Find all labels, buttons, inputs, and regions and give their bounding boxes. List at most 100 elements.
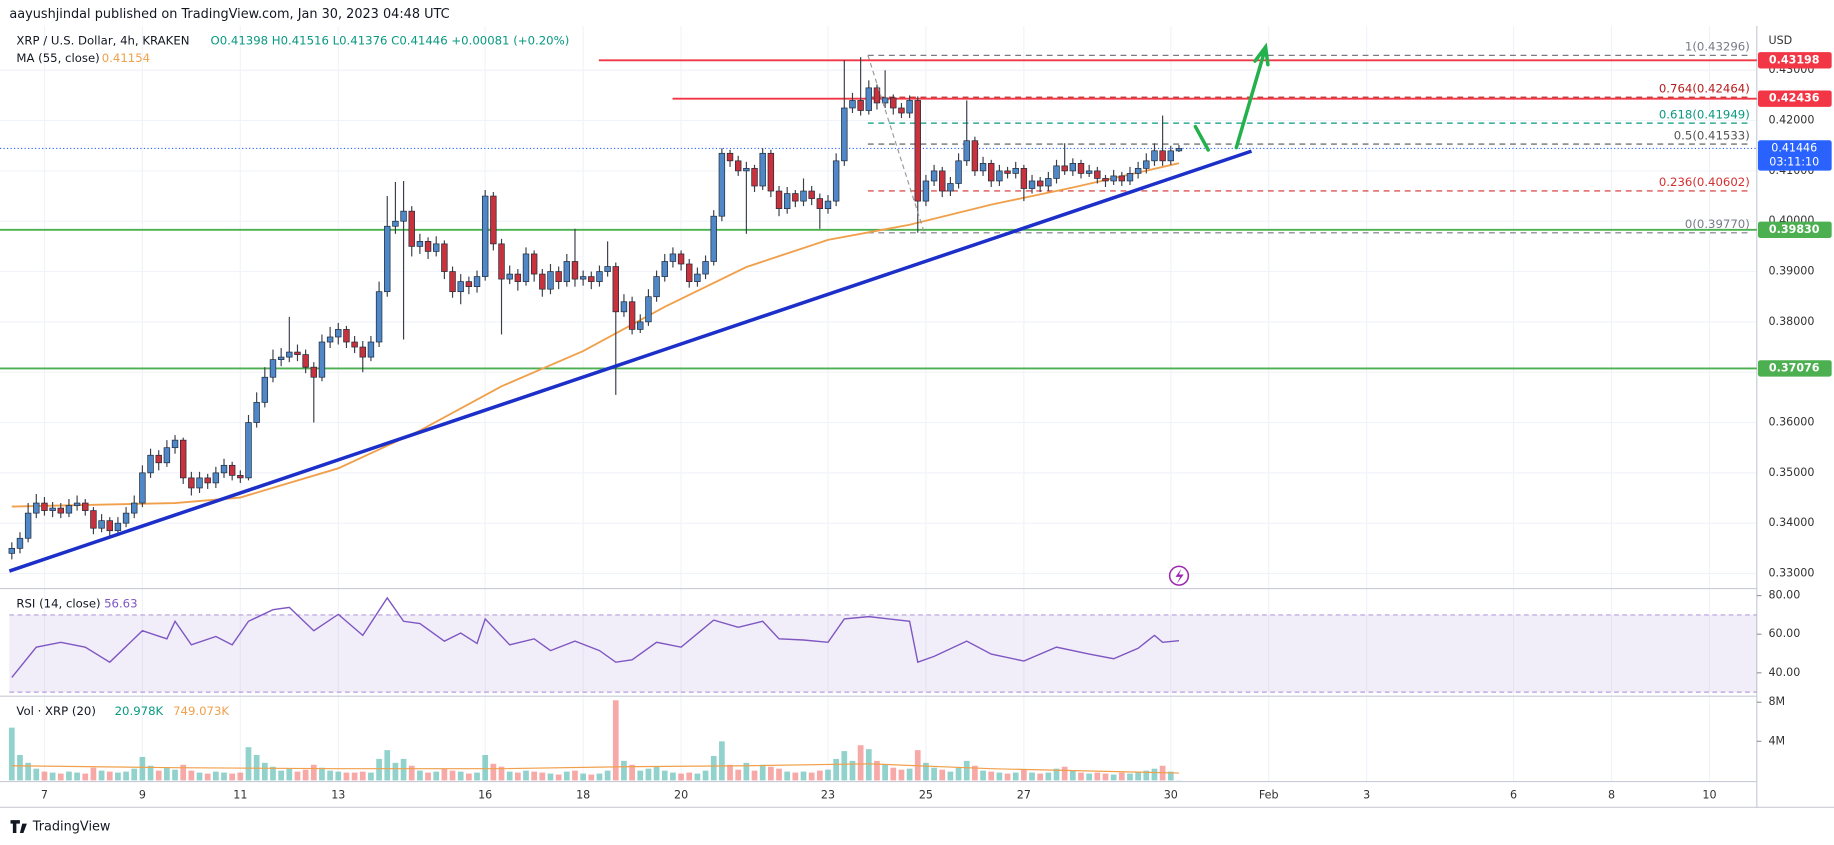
level-tag-label: 0.42436: [1769, 92, 1820, 105]
candle-body: [506, 273, 513, 280]
candle-body: [726, 152, 734, 162]
volume-bar: [482, 755, 489, 781]
candle-body: [49, 507, 56, 511]
candle-body: [375, 291, 383, 343]
candle-body: [204, 477, 211, 484]
candle-body: [1077, 163, 1085, 174]
volume-bar: [751, 770, 758, 781]
candle-body: [171, 439, 179, 449]
volume-bar: [604, 770, 611, 781]
candle-body: [914, 100, 921, 202]
volume-bar: [980, 770, 986, 781]
volume-bar: [514, 772, 521, 781]
volume-ma-value: 749.073K: [173, 704, 229, 718]
ohlc: O0.41398 H0.41516 L0.41376 C0.41446 +0.0…: [211, 34, 570, 48]
x-tick-label: 16: [478, 789, 492, 802]
candle-body: [33, 502, 40, 514]
candle-body: [220, 464, 228, 474]
volume-bar: [645, 768, 652, 781]
x-tick-label: 9: [139, 789, 146, 802]
candle-body: [628, 301, 636, 330]
x-tick-label: 6: [1510, 789, 1517, 802]
candle-body: [82, 502, 89, 511]
symbol: XRP / U.S. Dollar, 4h, KRAKEN: [16, 34, 189, 48]
volume-bar: [57, 773, 64, 781]
volume-bar: [710, 755, 717, 781]
volume-bar: [1086, 773, 1093, 781]
volume-bar: [1012, 772, 1019, 781]
volume-bar: [164, 767, 170, 781]
rsi-line: [11, 596, 1180, 678]
volume-bar: [115, 772, 121, 781]
volume-bar: [784, 771, 791, 781]
volume-bar: [996, 772, 1003, 781]
candle-body: [481, 195, 489, 277]
candle-body: [1175, 148, 1183, 152]
candle-body: [530, 253, 538, 275]
y-tick-label: 0.39000: [1769, 265, 1815, 278]
candle-body: [57, 507, 64, 514]
candle-body: [24, 512, 32, 539]
volume-bar: [1053, 768, 1060, 781]
rsi-band: [9, 614, 1757, 693]
candle-body: [1151, 150, 1158, 162]
volume-bar: [612, 700, 619, 781]
candle-body: [114, 522, 122, 532]
volume-bar: [147, 765, 154, 781]
volume-bar: [433, 771, 440, 781]
candle-body: [669, 253, 677, 262]
volume-bar: [563, 771, 570, 781]
candle-body: [359, 346, 366, 358]
volume-bar: [857, 745, 864, 781]
arrow-down: [1193, 124, 1210, 152]
candle-body: [653, 276, 660, 298]
volume-bar: [384, 750, 391, 781]
y-tick-label: 0.42000: [1769, 114, 1815, 127]
volume-bar: [1061, 766, 1068, 781]
last-price-tag: [1757, 140, 1832, 171]
volume-bar: [155, 770, 162, 781]
candle-body: [767, 152, 775, 192]
volume-bar: [808, 772, 815, 781]
candle-body: [735, 160, 742, 172]
candle-body: [1143, 160, 1150, 169]
volume-bar: [90, 767, 97, 781]
candle-body: [637, 321, 644, 330]
volume-bar: [188, 770, 195, 781]
volume-bar: [221, 772, 227, 781]
volume-bar: [498, 766, 505, 781]
brand: TradingView: [32, 820, 111, 835]
candle-body: [832, 160, 840, 202]
volume-bar: [596, 773, 603, 781]
candle-body: [65, 505, 73, 514]
candle-body: [718, 152, 726, 217]
fib-label: 1(0.43296): [1685, 40, 1750, 54]
volume-bar: [539, 772, 546, 781]
volume-bar: [180, 764, 187, 781]
x-tick-label: Feb: [1259, 789, 1279, 802]
candle-body: [1036, 180, 1044, 187]
volume-bar: [1037, 773, 1044, 781]
candle-body: [490, 195, 497, 245]
volume-tick-label: 4M: [1769, 734, 1786, 747]
volume-bar: [1004, 773, 1011, 781]
candle-body: [269, 359, 277, 378]
volume-bar: [841, 751, 848, 781]
candle-body: [196, 477, 203, 489]
volume-bar: [767, 766, 774, 781]
candle-body: [824, 200, 832, 209]
volume-bar: [849, 760, 856, 781]
candle-body: [563, 261, 571, 282]
volume-bar: [580, 773, 586, 781]
candle-body: [237, 475, 244, 479]
volume-bar: [833, 758, 840, 781]
candle-body: [702, 261, 709, 275]
candle-body: [228, 464, 236, 476]
volume-bar: [441, 768, 448, 781]
volume-bar: [702, 770, 709, 781]
volume-bar: [637, 770, 644, 781]
volume-bar: [727, 764, 733, 781]
countdown: 03:11:10: [1769, 155, 1819, 168]
candle-body: [416, 241, 424, 247]
volume-bar: [327, 770, 333, 781]
